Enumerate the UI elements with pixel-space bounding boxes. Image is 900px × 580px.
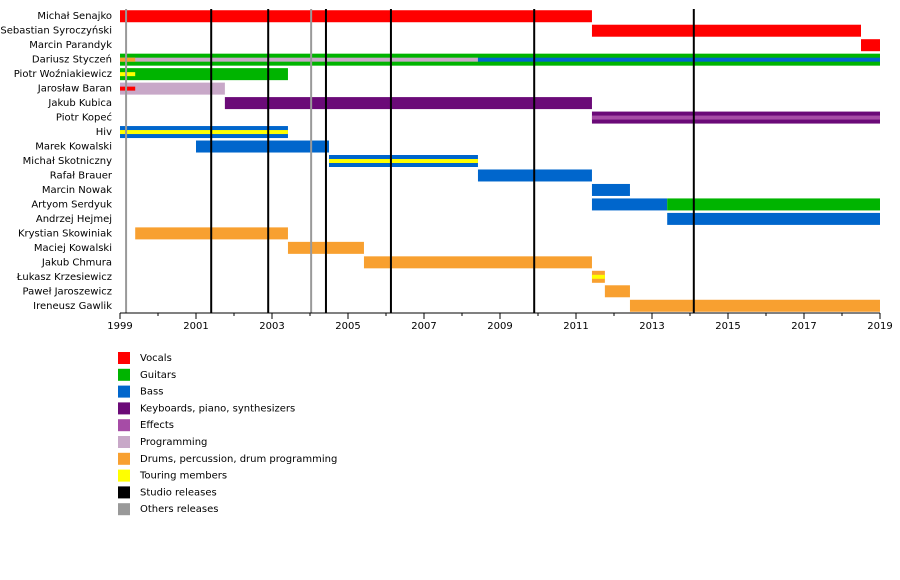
bar bbox=[120, 82, 225, 95]
bar bbox=[604, 285, 630, 298]
legend-label: Guitars bbox=[140, 370, 176, 381]
member-name: Marcin Nowak bbox=[42, 185, 112, 196]
member-name: Marek Kowalski bbox=[35, 142, 112, 153]
legend-swatch bbox=[118, 368, 130, 381]
member-name: Ireneusz Gawlik bbox=[33, 301, 112, 312]
bar-stripe bbox=[120, 72, 136, 77]
bar bbox=[224, 97, 592, 110]
legend-swatch bbox=[118, 402, 130, 415]
bar bbox=[120, 10, 592, 23]
member-name: Jarosław Baran bbox=[37, 84, 112, 95]
member-name: Piotr Woźniakiewicz bbox=[14, 68, 112, 80]
x-tick-label: 2007 bbox=[411, 321, 436, 332]
x-tick-label: 2017 bbox=[791, 321, 816, 332]
legend-label: Effects bbox=[140, 420, 174, 431]
legend-label: Others releases bbox=[140, 504, 218, 515]
legend-label: Programming bbox=[140, 437, 207, 448]
bar bbox=[196, 140, 329, 153]
bar bbox=[667, 198, 880, 211]
legend-swatch bbox=[118, 419, 130, 432]
bar-stripe bbox=[591, 274, 605, 279]
bar-stripe bbox=[120, 57, 478, 62]
bar bbox=[629, 299, 880, 312]
member-name: Michał Skotniczny bbox=[23, 156, 112, 167]
member-name: Dariusz Styczeń bbox=[32, 54, 112, 66]
member-name: Andrzej Hejmej bbox=[36, 214, 112, 225]
x-tick-label: 1999 bbox=[107, 321, 132, 332]
legend-swatch bbox=[118, 486, 130, 499]
x-tick-label: 2011 bbox=[563, 321, 588, 332]
bar bbox=[120, 68, 288, 81]
legend-label: Studio releases bbox=[140, 487, 217, 498]
bar bbox=[591, 198, 668, 211]
member-name: Paweł Jaroszewicz bbox=[23, 286, 112, 297]
legend-label: Bass bbox=[140, 387, 163, 398]
legend-label: Vocals bbox=[140, 353, 172, 364]
member-name: Artyom Serdyuk bbox=[31, 199, 112, 210]
x-tick-label: 2003 bbox=[259, 321, 284, 332]
bar-stripe bbox=[591, 115, 880, 120]
legend-swatch bbox=[118, 385, 130, 398]
bar bbox=[591, 183, 630, 196]
member-name: Jakub Kubica bbox=[47, 98, 112, 109]
bar bbox=[667, 212, 880, 225]
bar bbox=[861, 39, 880, 52]
legend-label: Drums, percussion, drum programming bbox=[140, 454, 337, 465]
x-tick-label: 2005 bbox=[335, 321, 360, 332]
member-name: Maciej Kowalski bbox=[34, 243, 112, 254]
legend-label: Touring members bbox=[139, 471, 227, 482]
member-name: Michał Senajko bbox=[37, 11, 112, 22]
member-name: Sebastian Syroczyński bbox=[0, 25, 112, 37]
legend-swatch bbox=[118, 503, 130, 516]
x-tick-label: 2009 bbox=[487, 321, 512, 332]
x-tick-label: 2001 bbox=[183, 321, 208, 332]
bar-stripe bbox=[120, 86, 136, 91]
x-tick-label: 2019 bbox=[867, 321, 892, 332]
member-name: Jakub Chmura bbox=[41, 257, 112, 268]
legend-swatch bbox=[118, 469, 130, 482]
member-name: Łukasz Krzesiewicz bbox=[16, 272, 112, 283]
bar-stripe bbox=[120, 130, 288, 135]
member-name: Marcin Parandyk bbox=[29, 40, 112, 51]
member-name: Rafał Brauer bbox=[50, 170, 113, 181]
bar-stripe bbox=[477, 57, 880, 62]
member-name: Piotr Kopeć bbox=[56, 112, 112, 124]
legend-label: Keyboards, piano, synthesizers bbox=[140, 403, 295, 414]
legend-swatch bbox=[118, 436, 130, 448]
legend-swatch bbox=[118, 352, 130, 364]
member-name: Hiv bbox=[96, 127, 112, 138]
legend-swatch bbox=[118, 452, 130, 465]
bar-stripe bbox=[120, 57, 136, 62]
bar bbox=[363, 256, 592, 269]
member-name: Krystian Skowiniak bbox=[18, 228, 112, 239]
bar bbox=[591, 24, 861, 37]
x-tick-label: 2013 bbox=[639, 321, 664, 332]
x-tick-label: 2015 bbox=[715, 321, 740, 332]
bar-stripe bbox=[329, 159, 478, 163]
